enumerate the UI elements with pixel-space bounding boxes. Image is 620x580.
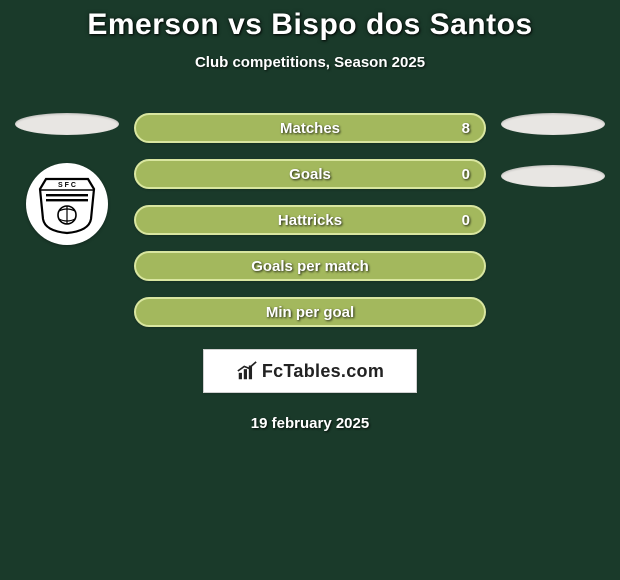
infographic-container: Emerson vs Bispo dos Santos Club competi… — [0, 0, 620, 432]
left-player-col: S F C — [12, 113, 122, 245]
page-title: Emerson vs Bispo dos Santos — [0, 8, 620, 42]
stats-section: S F C Matches 8 Goals 0 Hattricks 0 Goals per … — [0, 113, 620, 327]
stat-bar: Goals 0 — [134, 159, 486, 189]
stat-bar: Goals per match — [134, 251, 486, 281]
stat-bars: Matches 8 Goals 0 Hattricks 0 Goals per match M… — [134, 113, 486, 327]
stat-value: 0 — [462, 166, 470, 183]
stat-label: Goals — [289, 166, 331, 183]
brand-text: FcTables.com — [262, 361, 384, 382]
right-player-col — [498, 113, 608, 187]
footer-date: 19 february 2025 — [0, 415, 620, 432]
player-placeholder-ellipse — [501, 113, 605, 135]
stat-label: Min per goal — [266, 304, 354, 321]
player-placeholder-ellipse — [501, 165, 605, 187]
player-placeholder-ellipse — [15, 113, 119, 135]
bars-icon — [236, 360, 258, 382]
club-badge-left: S F C — [26, 163, 108, 245]
stat-bar: Hattricks 0 — [134, 205, 486, 235]
stat-label: Goals per match — [251, 258, 369, 275]
stat-value: 8 — [462, 120, 470, 137]
svg-text:S F C: S F C — [58, 182, 76, 189]
page-subtitle: Club competitions, Season 2025 — [0, 54, 620, 71]
stat-label: Hattricks — [278, 212, 342, 229]
brand-watermark: FcTables.com — [203, 349, 417, 393]
stat-label: Matches — [280, 120, 340, 137]
stat-bar: Matches 8 — [134, 113, 486, 143]
stat-bar: Min per goal — [134, 297, 486, 327]
santos-fc-badge-icon: S F C — [36, 173, 98, 235]
stat-value: 0 — [462, 212, 470, 229]
